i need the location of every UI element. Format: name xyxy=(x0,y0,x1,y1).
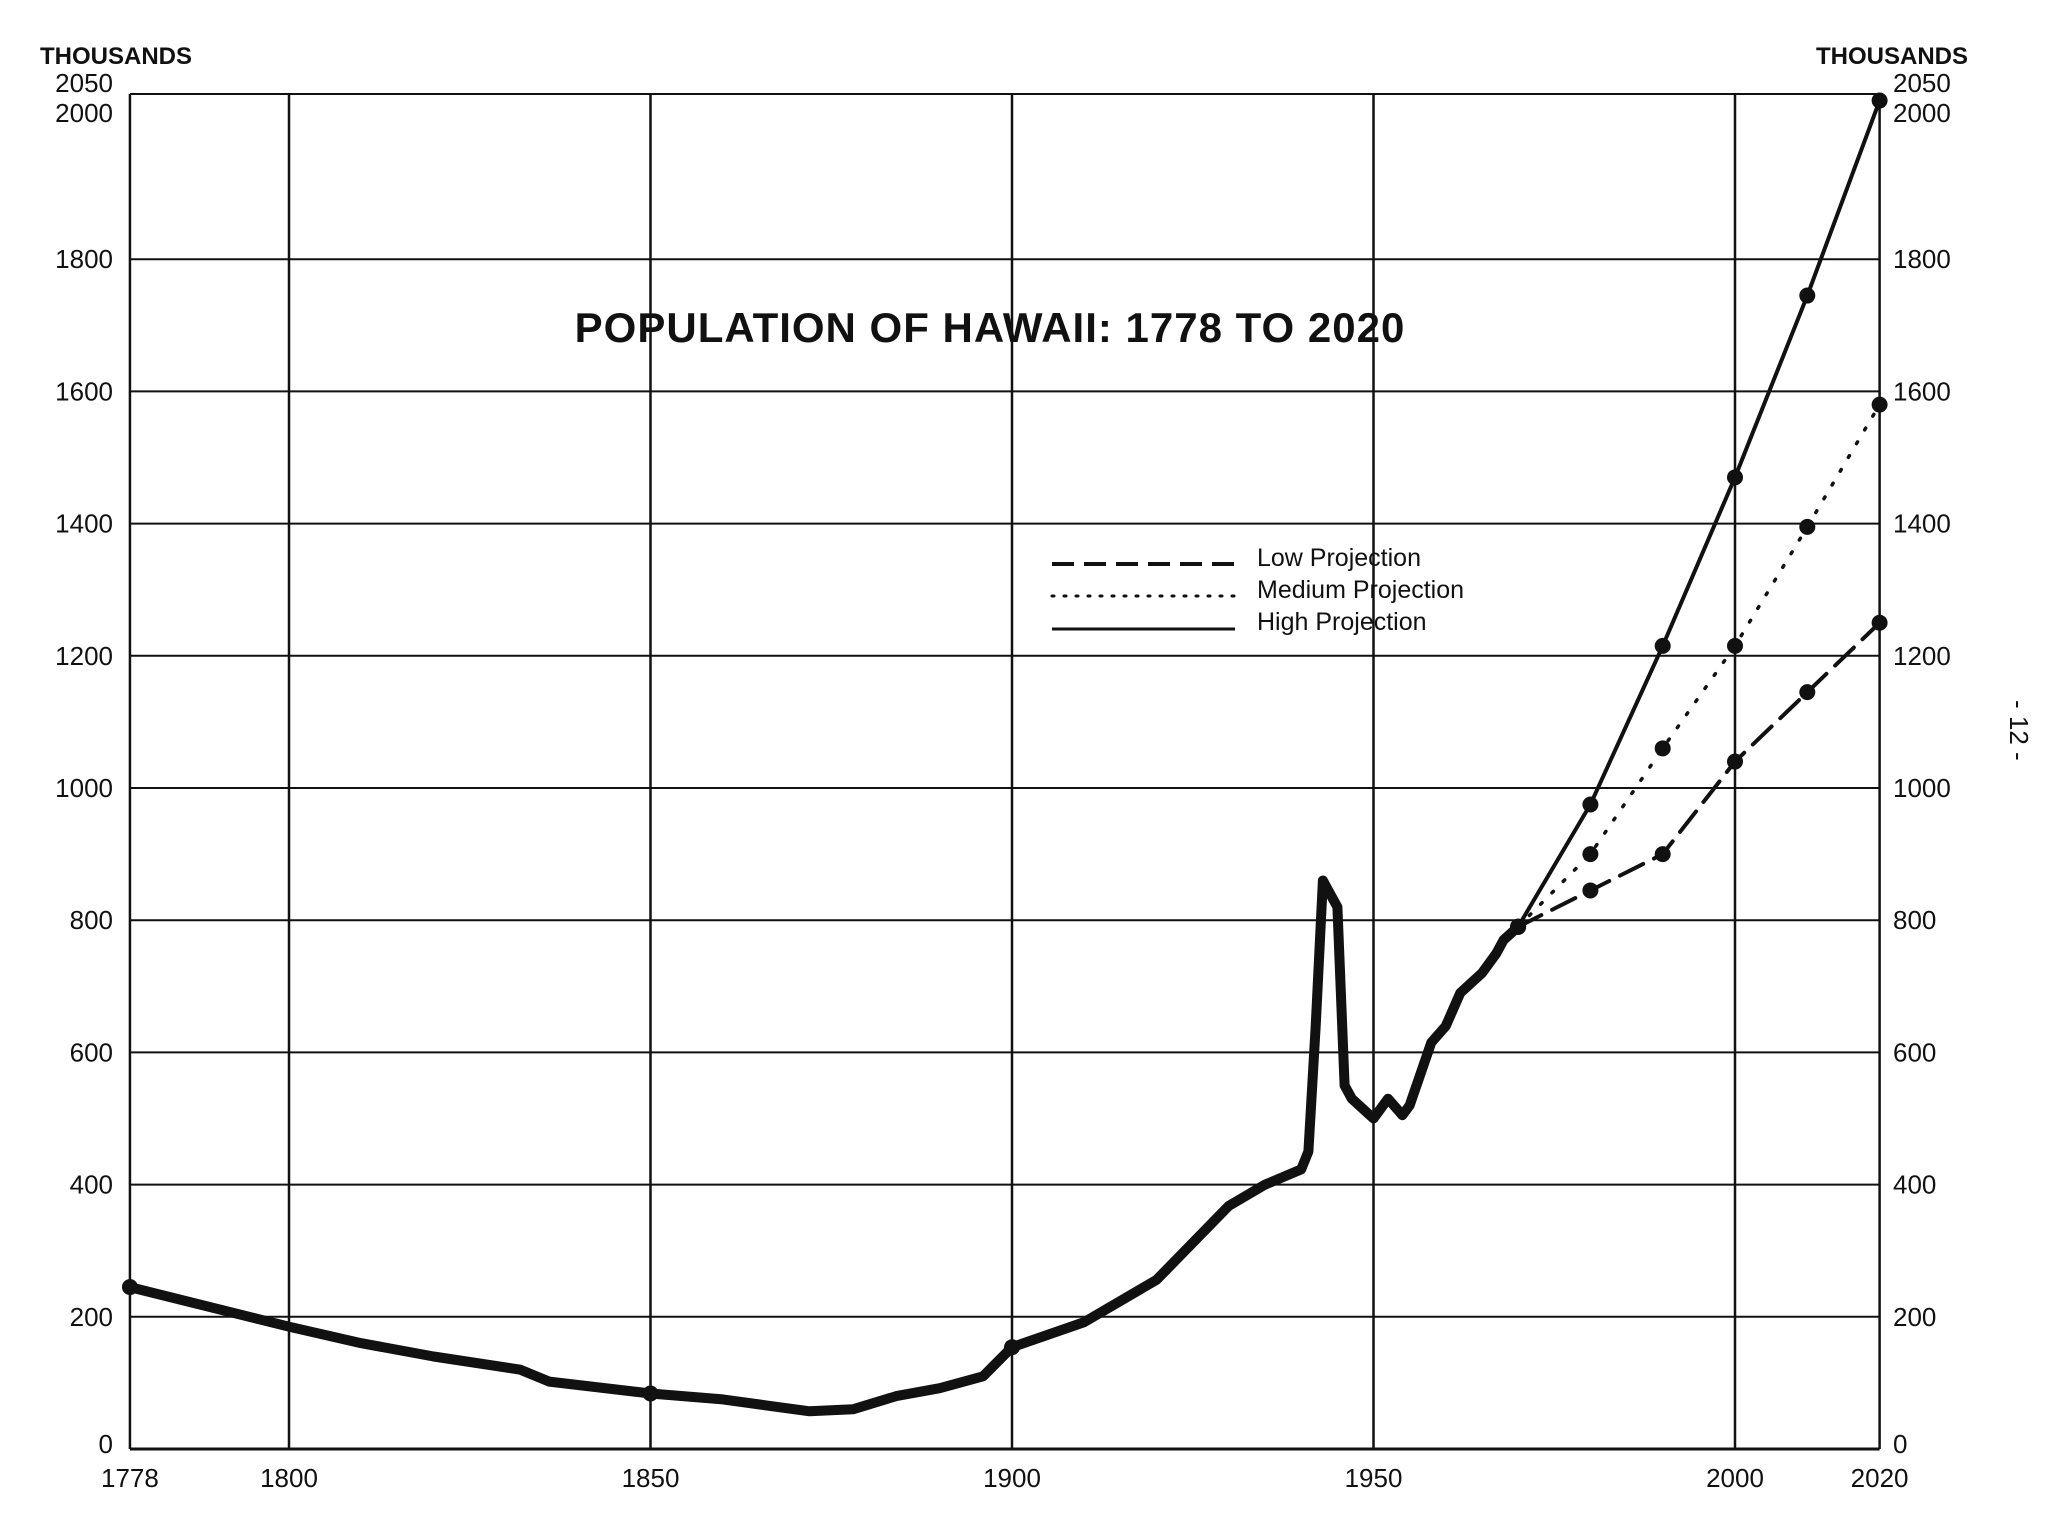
high-projection-point-2010 xyxy=(1799,287,1816,304)
y-tick-right-1000: 1000 xyxy=(1893,773,1951,803)
low-projection-point-1980 xyxy=(1582,882,1599,899)
x-tick-1850: 1850 xyxy=(622,1463,680,1493)
high-projection-point-1980 xyxy=(1582,796,1599,813)
y-tick-right-600: 600 xyxy=(1893,1037,1936,1067)
low-projection-point-2010 xyxy=(1799,684,1816,701)
historical-point-1778 xyxy=(121,1279,138,1296)
x-tick-2020: 2020 xyxy=(1851,1463,1909,1493)
x-tick-2000: 2000 xyxy=(1706,1463,1764,1493)
medium-projection-line xyxy=(1516,402,1882,929)
x-tick-1900: 1900 xyxy=(983,1463,1041,1493)
y-tick-right-400: 400 xyxy=(1893,1170,1936,1200)
y-tick-right-1800: 1800 xyxy=(1893,244,1951,274)
y-tick-right-1200: 1200 xyxy=(1893,641,1951,671)
y-tick-right-800: 800 xyxy=(1893,905,1936,935)
y-tick-right-1400: 1400 xyxy=(1893,509,1951,539)
high-projection-point-2020 xyxy=(1871,92,1888,109)
legend: Low Projection Medium Projection High Pr… xyxy=(1050,544,1464,636)
y-tick-right-1600: 1600 xyxy=(1893,376,1951,406)
y-tick-right-0: 0 xyxy=(1893,1429,1907,1459)
low-projection-point-2020 xyxy=(1871,614,1888,631)
left-axis-unit: THOUSANDS xyxy=(40,43,192,70)
historical-point-1900 xyxy=(1004,1339,1020,1356)
y-tick-left-1400: 1400 xyxy=(55,509,113,539)
medium-projection-point-1980 xyxy=(1582,846,1599,863)
low-projection-point-1990 xyxy=(1654,846,1671,863)
y-tick-left-2000: 2000 xyxy=(55,98,113,128)
y-tick-right-200: 200 xyxy=(1893,1302,1936,1332)
x-tick-1950: 1950 xyxy=(1345,1463,1403,1493)
y-tick-left-1000: 1000 xyxy=(55,773,113,803)
y-tick-left-2050: 2050 xyxy=(55,68,113,98)
y-tick-left-1800: 1800 xyxy=(55,244,113,274)
x-tick-1800: 1800 xyxy=(260,1463,318,1493)
y-tick-left-1200: 1200 xyxy=(55,641,113,671)
high-projection-line xyxy=(1516,98,1882,929)
right-axis-unit: THOUSANDS xyxy=(1816,43,1968,70)
page-number: - 12 - xyxy=(2004,700,2034,761)
high-projection-point-2000 xyxy=(1727,469,1743,486)
medium-projection-point-2020 xyxy=(1871,396,1888,413)
y-tick-right-2050: 2050 xyxy=(1893,68,1951,98)
grid xyxy=(128,92,1881,1451)
low-projection-point-2000 xyxy=(1727,753,1743,770)
y-tick-right-2000: 2000 xyxy=(1893,98,1951,128)
high-projection-point-1970 xyxy=(1510,918,1527,935)
x-tick-1778: 1778 xyxy=(101,1463,159,1493)
y-tick-left-400: 400 xyxy=(70,1170,113,1200)
chart-title: POPULATION OF HAWAII: 1778 TO 2020 xyxy=(575,304,1406,351)
legend-medium-label: Medium Projection xyxy=(1257,576,1464,604)
y-tick-left-800: 800 xyxy=(70,905,113,935)
high-projection-point-1990 xyxy=(1654,637,1671,654)
legend-high-label: High Projection xyxy=(1257,608,1427,636)
axes: 0 0 200 200 400 400 600 600 800 800 1000 1000 1200 12… xyxy=(55,68,1951,1493)
medium-projection-point-1990 xyxy=(1654,740,1671,757)
historical-line xyxy=(124,875,1524,1417)
y-tick-left-1600: 1600 xyxy=(55,376,113,406)
low-projection-line xyxy=(1516,620,1882,929)
legend-low-label: Low Projection xyxy=(1257,544,1421,572)
medium-projection-point-2000 xyxy=(1727,637,1743,654)
medium-projection-point-2010 xyxy=(1799,518,1816,535)
historical-point-1850 xyxy=(642,1385,659,1402)
y-tick-left-600: 600 xyxy=(70,1037,113,1067)
y-tick-left-0: 0 xyxy=(99,1429,113,1459)
series-lines xyxy=(121,92,1888,1417)
y-tick-left-200: 200 xyxy=(70,1302,113,1332)
